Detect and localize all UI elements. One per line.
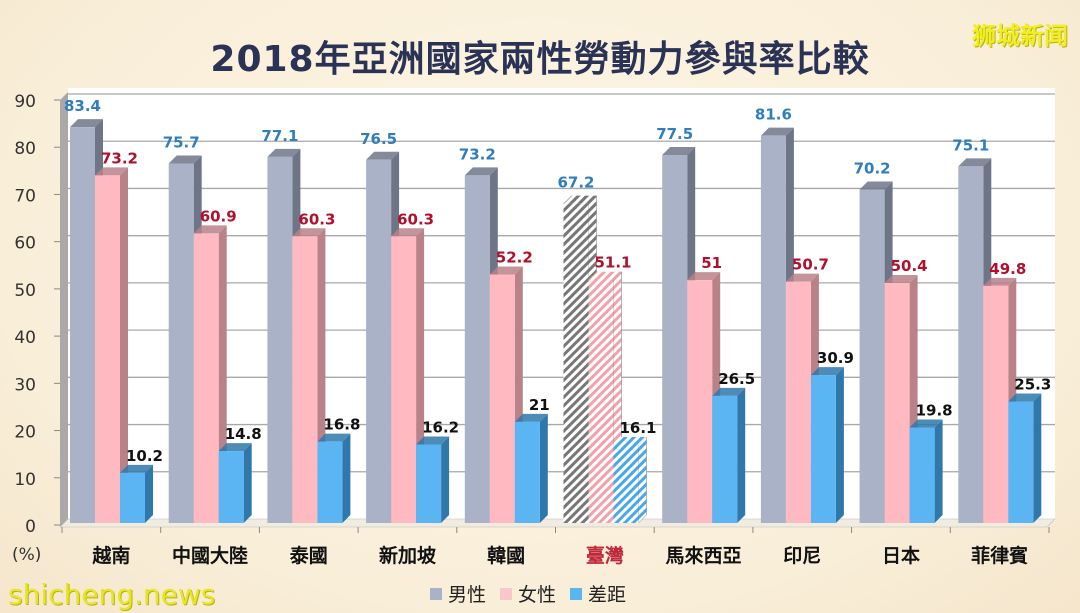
value-label-gap: 26.5 bbox=[718, 370, 755, 388]
value-label-male: 75.1 bbox=[952, 136, 989, 154]
y-tick-label: 20 bbox=[14, 423, 36, 443]
bar-female-5 bbox=[588, 271, 622, 524]
category-label-5: 臺灣 bbox=[586, 544, 624, 567]
y-unit-label: (%) bbox=[12, 545, 41, 565]
category-label-8: 日本 bbox=[882, 544, 920, 567]
legend-swatch-male bbox=[430, 587, 442, 600]
legend-label-male: 男性 bbox=[448, 584, 487, 606]
category-label-7: 印尼 bbox=[783, 545, 821, 567]
side-wall bbox=[60, 92, 68, 527]
y-tick-label: 70 bbox=[14, 186, 36, 206]
legend-item-male: 男性 bbox=[430, 580, 486, 607]
value-label-male: 77.1 bbox=[261, 127, 298, 145]
bar-gap-5 bbox=[613, 436, 647, 524]
value-label-female: 51.1 bbox=[594, 254, 631, 272]
legend-label-female: 女性 bbox=[518, 584, 557, 606]
watermark-top-right: 狮城新闻 bbox=[972, 22, 1068, 50]
value-label-gap: 16.1 bbox=[619, 419, 656, 437]
legend: 男性 女性 差距 bbox=[430, 580, 626, 607]
category-label-1: 中國大陸 bbox=[172, 544, 248, 567]
category-label-6: 馬來西亞 bbox=[666, 544, 742, 567]
y-axis: 0 10 20 30 40 50 60 70 80 90 (%) bbox=[12, 92, 60, 565]
value-label-female: 49.8 bbox=[989, 260, 1026, 278]
value-label-male: 75.7 bbox=[163, 134, 200, 152]
legend-item-female: 女性 bbox=[500, 580, 556, 607]
bar-gap-6 bbox=[712, 387, 746, 523]
value-label-gap: 21 bbox=[529, 396, 550, 414]
value-label-male: 67.2 bbox=[557, 174, 594, 192]
bar-gap-9 bbox=[1008, 393, 1042, 523]
watermark-bottom-left: shicheng.news bbox=[8, 578, 216, 611]
value-label-gap: 16.2 bbox=[422, 419, 459, 437]
value-label-female: 52.2 bbox=[496, 249, 533, 267]
bar-gap-8 bbox=[909, 419, 943, 523]
value-label-male: 73.2 bbox=[459, 145, 496, 163]
data-labels: 83.4 73.2 10.2 75.7 60.9 14.8 77.1 60.3 16.8 76.5… bbox=[64, 97, 1051, 465]
y-tick-label: 60 bbox=[14, 234, 36, 254]
chart-title: 2018年亞洲國家兩性勞動力參與率比較 bbox=[210, 39, 870, 80]
category-label-3: 新加坡 bbox=[379, 544, 437, 567]
value-label-female: 60.3 bbox=[298, 210, 335, 228]
y-tick-label: 50 bbox=[14, 281, 36, 301]
value-label-gap: 30.9 bbox=[817, 349, 854, 367]
value-label-male: 70.2 bbox=[854, 160, 891, 178]
bar-gap-3 bbox=[416, 436, 450, 523]
value-label-male: 77.5 bbox=[656, 125, 693, 143]
category-label-2: 泰國 bbox=[289, 544, 328, 567]
value-label-male: 83.4 bbox=[64, 97, 101, 115]
y-tick-label: 40 bbox=[14, 328, 36, 348]
value-label-gap: 10.2 bbox=[126, 447, 163, 465]
bar-gap-0 bbox=[120, 464, 153, 523]
legend-swatch-gap bbox=[570, 587, 583, 600]
value-label-gap: 16.8 bbox=[323, 416, 360, 434]
value-label-female: 50.7 bbox=[792, 256, 829, 274]
y-tick-label: 90 bbox=[14, 92, 36, 112]
y-tick-label: 10 bbox=[14, 470, 36, 490]
value-label-male: 76.5 bbox=[360, 130, 397, 148]
value-label-gap: 19.8 bbox=[916, 402, 953, 420]
value-label-female: 73.2 bbox=[101, 149, 138, 167]
value-label-female: 60.3 bbox=[397, 210, 434, 228]
x-axis: 越南 中國大陸 泰國 新加坡 韓國 臺灣 馬來西亞 印尼 日本 菲律賓 bbox=[61, 527, 1050, 567]
value-label-female: 51 bbox=[701, 254, 722, 272]
category-label-9: 菲律賓 bbox=[971, 544, 1028, 567]
y-tick-label: 80 bbox=[14, 139, 36, 159]
bar-gap-2 bbox=[317, 433, 351, 523]
value-label-female: 50.4 bbox=[891, 257, 928, 275]
value-label-gap: 14.8 bbox=[225, 425, 262, 443]
legend-item-gap: 差距 bbox=[570, 580, 626, 607]
y-tick-label: 0 bbox=[25, 517, 36, 537]
legend-swatch-female bbox=[500, 587, 513, 600]
bar-female-0 bbox=[95, 167, 128, 524]
category-label-4: 韓國 bbox=[487, 544, 525, 567]
value-label-female: 60.9 bbox=[200, 207, 237, 225]
value-label-male: 81.6 bbox=[755, 106, 792, 124]
bar-gap-4 bbox=[514, 413, 548, 523]
category-label-0: 越南 bbox=[91, 544, 130, 567]
bar-female-1 bbox=[193, 225, 227, 523]
value-label-gap: 25.3 bbox=[1014, 376, 1051, 394]
bar-gap-1 bbox=[218, 443, 252, 523]
bars bbox=[70, 119, 1042, 524]
legend-label-gap: 差距 bbox=[588, 584, 627, 606]
bar-gap-7 bbox=[810, 367, 844, 523]
y-tick-label: 30 bbox=[14, 375, 36, 395]
